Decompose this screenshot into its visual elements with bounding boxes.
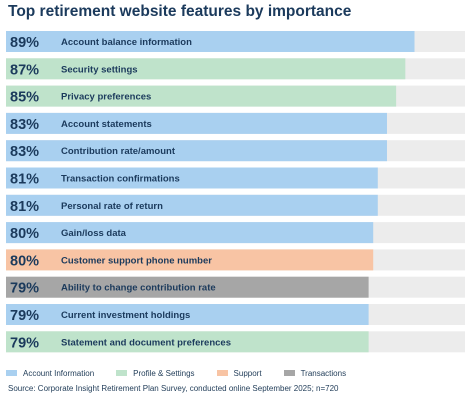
bar bbox=[6, 85, 397, 107]
bar bbox=[6, 58, 406, 80]
source-note: Source: Corporate Insight Retirement Pla… bbox=[8, 384, 339, 393]
bar bbox=[6, 331, 369, 353]
legend-item-profile-settings: Profile & Settings bbox=[116, 368, 195, 378]
chart-title: Top retirement website features by impor… bbox=[8, 3, 352, 20]
legend-label-support: Support bbox=[233, 368, 262, 378]
bar bbox=[6, 194, 378, 216]
bar-value-label: 80% bbox=[10, 226, 39, 242]
legend-item-transactions: Transactions bbox=[283, 368, 347, 378]
bar-value-label: 85% bbox=[10, 90, 39, 106]
bar-category-label: Gain/loss data bbox=[61, 228, 127, 239]
bar bbox=[6, 304, 369, 325]
bar-value-label: 89% bbox=[10, 35, 39, 51]
bar-category-label: Customer support phone number bbox=[61, 255, 212, 266]
bar bbox=[6, 112, 387, 134]
legend-item-support: Support bbox=[216, 368, 262, 378]
legend-item-account-information: Account Information bbox=[6, 369, 94, 378]
bar bbox=[6, 31, 415, 52]
bar-value-label: 79% bbox=[10, 308, 39, 324]
bar bbox=[6, 276, 369, 298]
bar-category-label: Personal rate of return bbox=[61, 201, 163, 212]
bar bbox=[6, 222, 374, 244]
legend-swatch-account-information bbox=[6, 370, 17, 376]
bar-value-label: 80% bbox=[10, 253, 39, 269]
legend-label-transactions: Transactions bbox=[300, 368, 347, 378]
legend-swatch-transactions bbox=[283, 370, 295, 376]
legend-label-account-information: Account Information bbox=[23, 368, 95, 378]
bar bbox=[6, 167, 378, 189]
legend-swatch-profile-settings bbox=[116, 370, 128, 376]
legend-label-profile-settings: Profile & Settings bbox=[133, 368, 195, 378]
chart-legend: Account Information Profile & Settings S… bbox=[6, 367, 368, 379]
bar-category-label: Statement and document preferences bbox=[61, 337, 231, 348]
bar-value-label: 81% bbox=[10, 172, 39, 188]
bar-category-label: Account statements bbox=[61, 119, 152, 130]
bar-value-label: 79% bbox=[10, 335, 39, 351]
bar-value-label: 81% bbox=[10, 199, 39, 215]
bar-category-label: Privacy preferences bbox=[61, 92, 151, 103]
bar bbox=[6, 140, 387, 162]
bar-value-label: 83% bbox=[10, 144, 39, 160]
bar-category-label: Contribution rate/amount bbox=[61, 146, 176, 157]
bar-category-label: Account balance information bbox=[61, 37, 192, 48]
bar bbox=[6, 249, 374, 271]
bar-category-label: Security settings bbox=[61, 64, 138, 75]
bar-value-label: 79% bbox=[10, 281, 39, 297]
bar-category-label: Transaction confirmations bbox=[61, 174, 180, 185]
bar-category-label: Current investment holdings bbox=[61, 310, 190, 321]
bar-value-label: 83% bbox=[10, 117, 39, 133]
bar-category-label: Ability to change contribution rate bbox=[61, 283, 216, 294]
legend-swatch-support bbox=[216, 370, 228, 376]
bar-value-label: 87% bbox=[10, 62, 39, 78]
